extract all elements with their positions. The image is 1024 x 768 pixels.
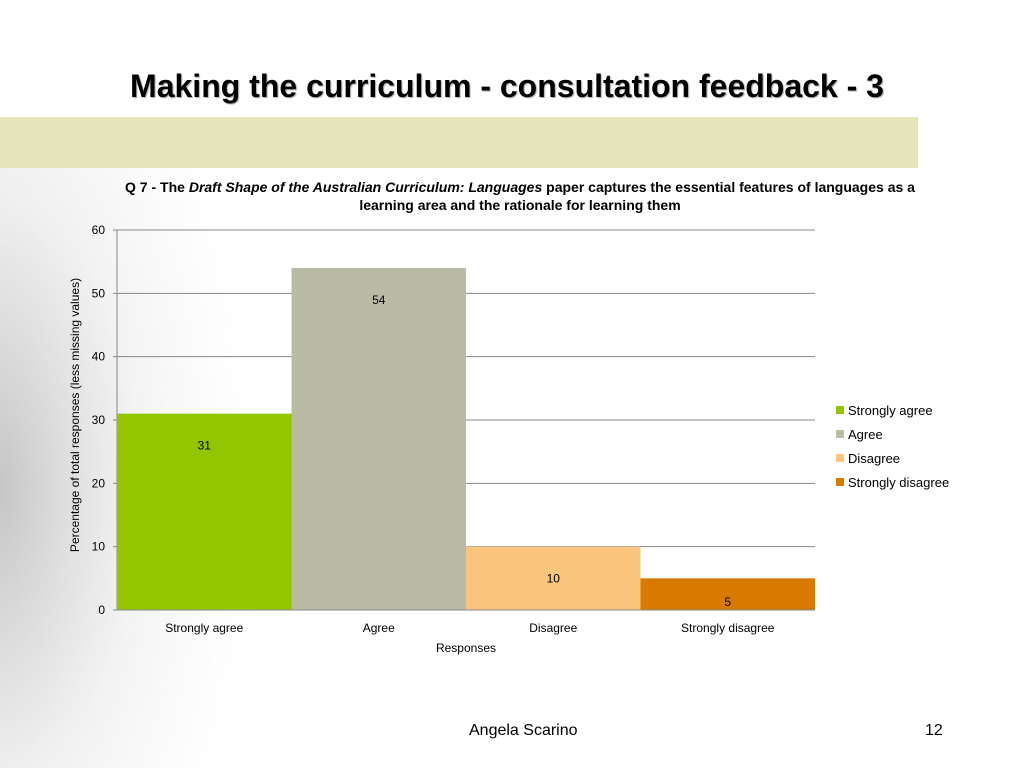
legend-item-disagree: Disagree — [836, 446, 1016, 470]
y-axis-title: Percentage of total responses (less miss… — [68, 278, 82, 552]
legend-label: Strongly disagree — [848, 474, 950, 490]
y-tick-label: 30 — [92, 413, 106, 427]
legend-item-strongly-disagree: Strongly disagree — [836, 470, 1016, 494]
legend-swatch-disagree — [836, 454, 844, 462]
legend-label: Strongly agree — [848, 402, 933, 418]
y-tick-label: 10 — [92, 540, 106, 554]
bar — [117, 413, 292, 610]
bar — [640, 578, 815, 610]
y-tick-label: 50 — [92, 286, 106, 300]
y-tick-label: 40 — [92, 350, 106, 364]
legend-label: Agree — [848, 426, 883, 442]
bar — [291, 268, 466, 610]
legend-swatch-strongly-agree — [836, 406, 844, 414]
bar — [466, 546, 641, 610]
y-tick-label: 20 — [92, 476, 106, 490]
y-tick-label: 0 — [98, 603, 105, 617]
chart-title-suffix: paper captures the essential features of… — [359, 179, 915, 213]
chart-title: Q 7 - The Draft Shape of the Australian … — [120, 178, 920, 214]
x-tick-label: Disagree — [529, 621, 577, 635]
legend-label: Disagree — [848, 450, 901, 466]
title-band — [0, 117, 918, 168]
legend-item-strongly-agree: Strongly agree — [836, 398, 1016, 422]
x-tick-label: Agree — [363, 621, 395, 635]
data-label: 10 — [547, 572, 561, 586]
legend-swatch-strongly-disagree — [836, 478, 844, 486]
x-tick-label: Strongly disagree — [681, 621, 775, 635]
x-axis-title: Responses — [436, 641, 496, 655]
data-label: 54 — [372, 293, 386, 307]
legend-item-agree: Agree — [836, 422, 1016, 446]
x-tick-label: Strongly agree — [165, 621, 243, 635]
footer-page-number: 12 — [925, 722, 943, 739]
legend-swatch-agree — [836, 430, 844, 438]
chart-legend: Strongly agree Agree Disagree Strongly d… — [836, 398, 1016, 494]
footer-author: Angela Scarino — [469, 722, 578, 739]
data-label: 31 — [198, 439, 212, 453]
data-label: 5 — [724, 595, 731, 609]
chart-title-italic: Draft Shape of the Australian Curriculum… — [188, 179, 543, 195]
y-tick-label: 60 — [92, 223, 106, 237]
slide-title: Making the curriculum - consultation fee… — [130, 68, 884, 104]
chart-title-prefix: Q 7 - The — [125, 179, 189, 195]
